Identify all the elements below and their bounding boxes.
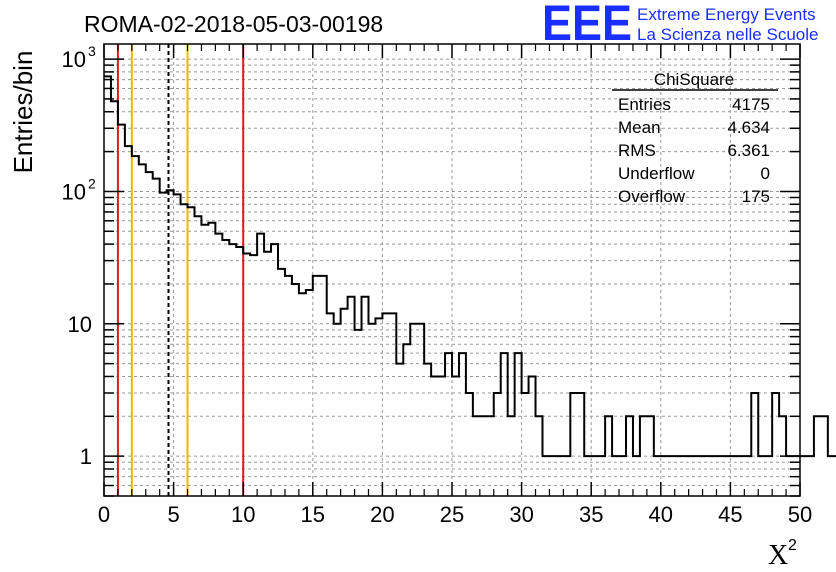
x-axis-title: X [768,540,788,571]
stats-name: ChiSquare [654,70,734,89]
logo-line-1: Extreme Energy Events [637,5,816,24]
y-tick-label: 1 [80,444,92,469]
stats-box: ChiSquare Entries 4175 Mean 4.634 RMS 6.361 Un… [612,70,778,206]
y-tick-label-group: 10 2 [62,175,96,204]
x-tick-label: 35 [579,502,603,527]
x-tick-label: 50 [788,502,812,527]
x-tick-label: 5 [167,502,179,527]
stats-value: 6.361 [727,141,770,160]
y-tick-label: 10 [68,312,92,337]
x-tick-label: 25 [440,502,464,527]
eee-logo: EEE Extreme Energy Events La Scienza nel… [542,0,818,51]
x-tick-label: 30 [509,502,533,527]
stats-label: Underflow [618,164,695,183]
y-tick-label-exponent: 2 [88,175,96,191]
x-axis-title-group: X 2 [768,537,797,571]
y-tick-label-group: 1 [80,444,92,469]
stats-value: 0 [761,164,770,183]
x-tick-label: 10 [231,502,255,527]
stats-label: Overflow [618,187,686,206]
x-tick-label: 20 [370,502,394,527]
stats-value: 4175 [732,95,770,114]
histogram [104,75,836,458]
histogram-steps [104,75,836,458]
y-axis-title: Entries/bin [8,51,38,174]
logo-mark: EEE [542,0,632,51]
y-tick-label-group: 10 3 [62,43,96,72]
stats-label: RMS [618,141,656,160]
grid [104,44,800,496]
logo-line-2: La Scienza nelle Scuole [637,25,818,44]
y-tick-label-group: 10 [68,312,92,337]
x-tick-label: 15 [301,502,325,527]
stats-value: 4.634 [727,118,770,137]
stats-label: Entries [618,95,671,114]
x-tick-label: 40 [649,502,673,527]
y-tick-label: 10 [62,179,86,204]
stats-value: 175 [742,187,770,206]
y-tick-label-exponent: 3 [88,43,96,59]
x-tick-label: 45 [718,502,742,527]
x-axis-title-superscript: 2 [788,537,797,554]
stats-label: Mean [618,118,661,137]
y-tick-label: 10 [62,47,86,72]
x-tick-label: 0 [98,502,110,527]
chart-title: ROMA-02-2018-05-03-00198 [84,11,383,37]
